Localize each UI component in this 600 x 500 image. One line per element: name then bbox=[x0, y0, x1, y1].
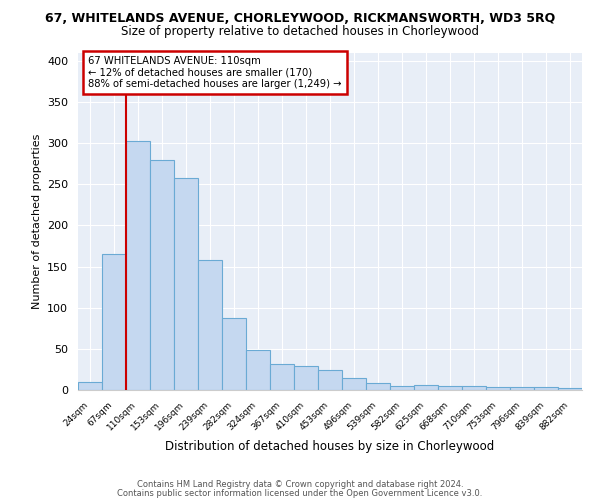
Bar bbox=[126, 140, 150, 390]
Text: Size of property relative to detached houses in Chorleywood: Size of property relative to detached ho… bbox=[121, 25, 479, 38]
Text: Contains public sector information licensed under the Open Government Licence v3: Contains public sector information licen… bbox=[118, 489, 482, 498]
Bar bbox=[294, 366, 318, 390]
Bar bbox=[102, 254, 126, 390]
Bar bbox=[174, 178, 198, 390]
Bar bbox=[318, 370, 342, 390]
Bar bbox=[510, 386, 534, 390]
Bar bbox=[78, 382, 102, 390]
Bar bbox=[558, 388, 582, 390]
Bar bbox=[270, 364, 294, 390]
Text: 67 WHITELANDS AVENUE: 110sqm
← 12% of detached houses are smaller (170)
88% of s: 67 WHITELANDS AVENUE: 110sqm ← 12% of de… bbox=[88, 56, 341, 89]
Bar bbox=[150, 160, 174, 390]
Bar bbox=[198, 260, 222, 390]
Bar bbox=[534, 386, 558, 390]
Text: 67, WHITELANDS AVENUE, CHORLEYWOOD, RICKMANSWORTH, WD3 5RQ: 67, WHITELANDS AVENUE, CHORLEYWOOD, RICK… bbox=[45, 12, 555, 26]
Bar bbox=[246, 350, 270, 390]
Y-axis label: Number of detached properties: Number of detached properties bbox=[32, 134, 41, 309]
Bar bbox=[366, 384, 390, 390]
Bar bbox=[414, 385, 438, 390]
Bar bbox=[486, 386, 510, 390]
Bar bbox=[462, 386, 486, 390]
Text: Contains HM Land Registry data © Crown copyright and database right 2024.: Contains HM Land Registry data © Crown c… bbox=[137, 480, 463, 489]
Bar bbox=[438, 386, 462, 390]
Bar bbox=[222, 318, 246, 390]
Bar bbox=[390, 386, 414, 390]
Bar bbox=[342, 378, 366, 390]
X-axis label: Distribution of detached houses by size in Chorleywood: Distribution of detached houses by size … bbox=[166, 440, 494, 453]
